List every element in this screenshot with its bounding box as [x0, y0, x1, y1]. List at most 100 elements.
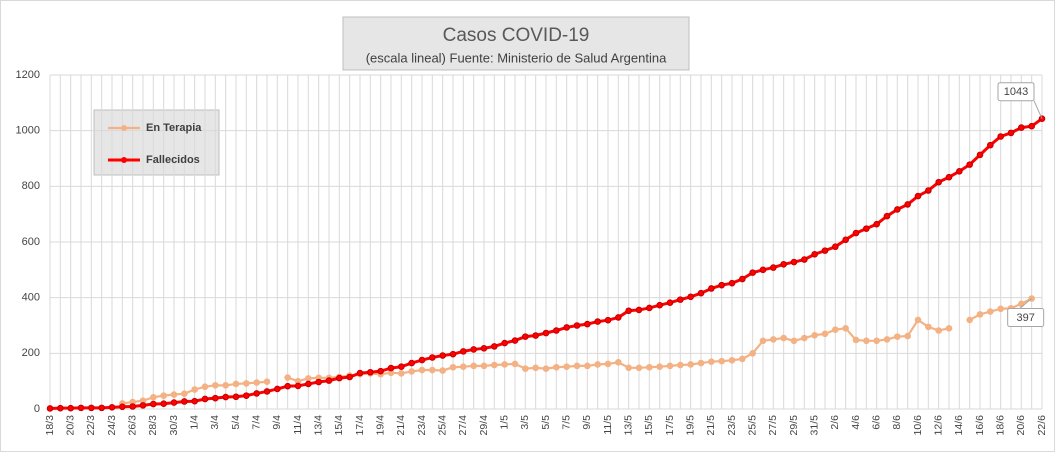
point — [594, 318, 601, 325]
point — [573, 322, 581, 329]
point — [925, 323, 932, 331]
point — [656, 363, 663, 370]
point — [687, 361, 694, 368]
point — [232, 393, 240, 401]
x-tick-label: 28/3 — [147, 415, 159, 436]
point — [759, 266, 767, 274]
point — [408, 368, 415, 375]
point — [615, 358, 622, 366]
point — [801, 334, 808, 342]
point — [532, 364, 539, 372]
point — [584, 320, 591, 328]
x-tick-label: 22/3 — [85, 415, 97, 436]
point — [697, 359, 705, 367]
point — [170, 399, 178, 406]
x-tick-label: 13/4 — [312, 415, 324, 436]
x-tick-label: 3/4 — [209, 415, 221, 430]
point — [150, 394, 157, 401]
y-tick-label: 200 — [22, 347, 40, 359]
point — [263, 378, 271, 386]
point — [305, 375, 312, 382]
point — [976, 151, 984, 159]
x-tick-label: 11/4 — [292, 415, 304, 435]
point — [925, 187, 932, 194]
point — [212, 382, 219, 389]
x-tick-label: 18/3 — [44, 415, 56, 436]
point — [553, 327, 560, 334]
label-leader — [1019, 298, 1032, 309]
point — [1028, 122, 1035, 130]
point — [408, 359, 415, 367]
point — [491, 361, 498, 369]
label-leader — [1033, 100, 1043, 119]
point — [387, 364, 395, 372]
point — [739, 355, 746, 363]
x-tick-label: 1/4 — [188, 415, 200, 430]
x-tick-label: 7/4 — [250, 415, 262, 430]
data-label-box — [1007, 308, 1045, 328]
point — [904, 332, 911, 340]
point — [129, 403, 136, 410]
x-tick-label: 8/6 — [891, 415, 903, 430]
point — [160, 392, 167, 399]
point — [821, 247, 829, 254]
x-tick-label: 6/6 — [870, 415, 882, 430]
point — [470, 346, 477, 353]
point — [67, 404, 74, 412]
point — [263, 388, 271, 395]
x-tick-label: 29/4 — [478, 415, 490, 436]
x-tick-label: 23/4 — [416, 415, 428, 436]
point — [852, 229, 860, 237]
point — [966, 161, 973, 168]
point — [222, 393, 229, 401]
legend-label: En Terapia — [146, 122, 202, 134]
x-tick-label: 2/6 — [829, 415, 841, 430]
point — [894, 206, 901, 213]
point — [615, 314, 622, 321]
y-tick-label: 600 — [22, 236, 40, 248]
point — [429, 354, 436, 361]
point — [604, 316, 612, 324]
point — [88, 404, 95, 412]
legend-box — [93, 109, 220, 176]
x-tick-label: 27/4 — [457, 415, 469, 436]
point — [573, 362, 581, 370]
point — [294, 382, 302, 390]
point — [274, 385, 281, 393]
point — [625, 364, 632, 372]
point — [418, 366, 426, 374]
point — [811, 331, 818, 339]
point — [181, 398, 188, 405]
point — [1018, 124, 1025, 131]
point — [439, 352, 446, 359]
point — [697, 289, 705, 297]
point — [966, 316, 973, 324]
x-tick-label: 22/6 — [1036, 415, 1048, 436]
point — [501, 339, 508, 347]
point — [367, 368, 374, 376]
point — [170, 391, 178, 398]
point — [243, 380, 250, 387]
point — [656, 301, 663, 309]
x-tick-label: 20/6 — [1015, 415, 1027, 436]
x-tick-label: 21/5 — [705, 415, 717, 436]
point — [635, 306, 643, 314]
point — [212, 394, 219, 402]
point — [728, 356, 736, 364]
point — [315, 378, 322, 386]
x-tick-label: 19/4 — [374, 415, 386, 436]
point — [677, 296, 684, 303]
point — [253, 390, 260, 397]
x-tick-label: 27/5 — [767, 415, 779, 436]
point — [790, 337, 798, 345]
point — [852, 336, 860, 344]
point — [1007, 129, 1015, 137]
legend-label: Fallecidos — [146, 154, 200, 166]
point — [356, 369, 364, 377]
point — [708, 358, 715, 365]
point — [945, 324, 953, 332]
point — [997, 133, 1004, 140]
point — [284, 382, 291, 390]
point — [997, 305, 1004, 313]
point — [739, 275, 746, 283]
